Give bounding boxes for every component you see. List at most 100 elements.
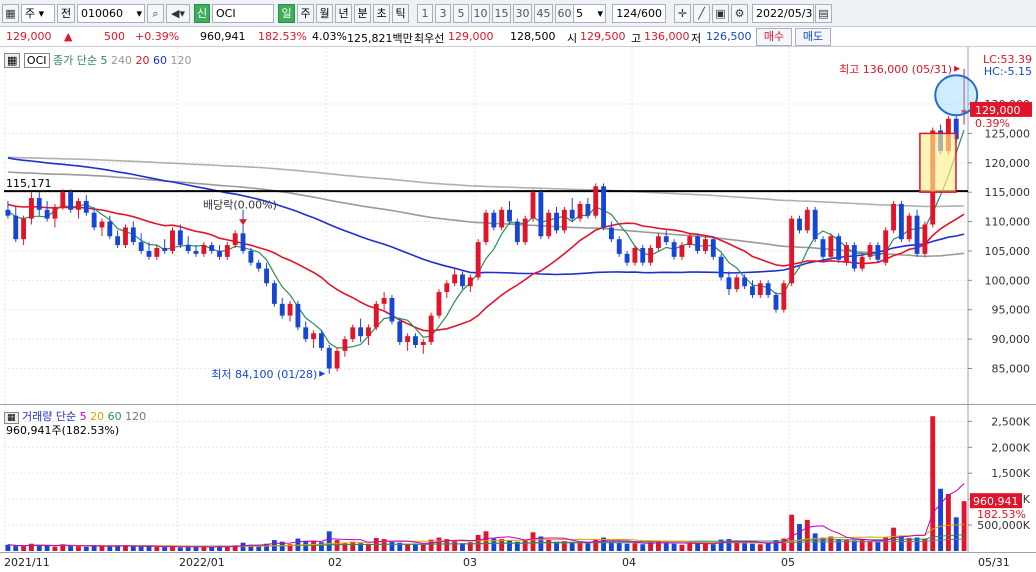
price-chart[interactable]: 130,000125,000120,000115,000110,000105,0… <box>0 47 1036 404</box>
candle-body <box>334 350 340 369</box>
candle-body <box>742 277 748 287</box>
volume-bar <box>695 543 701 551</box>
unit-value: 5 <box>576 7 583 20</box>
volume-bar <box>608 541 614 551</box>
candle-body <box>146 250 152 257</box>
volume-chart[interactable]: 2,500K2,000K1,500K1,000K500,000K960,9411… <box>0 405 1036 553</box>
interval-button[interactable]: 30 <box>513 4 532 23</box>
resistance-label: 115,171 <box>6 177 52 190</box>
candle-body <box>561 209 567 231</box>
period-button[interactable]: 주 <box>297 4 314 23</box>
stock-code-value: 010060 <box>81 7 123 20</box>
sell-button[interactable]: 매도 <box>795 28 831 46</box>
draw-line-icon[interactable]: ╱ <box>693 4 710 23</box>
price-chart-panel[interactable]: 130,000125,000120,000115,000110,000105,0… <box>0 47 1036 404</box>
stock-code-input[interactable]: 010060 ▾ <box>77 4 145 23</box>
price-tick-label: 110,000 <box>985 216 1031 229</box>
quote-bar: 129,000 ▲ 500 +0.39% 960,941 182.53% 4.0… <box>0 27 1036 47</box>
volume-legend-icon[interactable]: ▦ <box>4 412 19 424</box>
volume-bar <box>405 544 411 551</box>
interval-button[interactable]: 5 <box>453 4 469 23</box>
volume-bar <box>358 543 364 551</box>
volume-bar <box>514 541 520 551</box>
highlight-box <box>919 132 957 193</box>
volume-bar <box>115 545 121 551</box>
volume-bar <box>452 541 458 551</box>
candle-body <box>797 218 802 231</box>
date-field[interactable]: 2022/05/31 <box>752 4 814 23</box>
turnover-rate: 4.03% <box>312 30 347 43</box>
calendar-icon[interactable]: ▤ <box>815 4 832 23</box>
price-tick-label: 105,000 <box>985 245 1031 258</box>
volume-bar <box>326 531 332 551</box>
volume-bar <box>789 514 795 551</box>
volume-bar <box>68 546 74 551</box>
count-total: /600 <box>637 7 662 20</box>
volume-bar <box>193 546 199 551</box>
toolbar: ▦ 주 ▾ 전 010060 ▾ ⌕ ◀▾ 신 OCI 5 ▾ 124/600 ✛ … <box>0 0 1036 27</box>
candle-body <box>750 286 755 296</box>
period-button[interactable]: 년 <box>335 4 352 23</box>
settings-icon[interactable]: ⚙ <box>731 4 748 23</box>
count-field[interactable]: 124/600 <box>612 4 666 23</box>
volume-bar <box>397 542 403 551</box>
volume-chart-panel[interactable]: 2,500K2,000K1,500K1,000K500,000K960,9411… <box>0 404 1036 553</box>
candle-body <box>381 297 387 304</box>
candle-body <box>781 283 787 310</box>
volume-bar <box>585 543 591 551</box>
period-button[interactable]: 틱 <box>392 4 409 23</box>
speaker-icon[interactable]: ◀▾ <box>166 4 190 23</box>
volume-bar <box>757 544 763 551</box>
interval-button[interactable]: 60 <box>555 4 574 23</box>
code-type-button[interactable]: 전 <box>57 4 75 23</box>
volume-bar <box>718 539 724 551</box>
candle-body <box>906 215 912 240</box>
interval-button[interactable]: 15 <box>492 4 511 23</box>
interval-button[interactable]: 1 <box>417 4 433 23</box>
stock-name-field[interactable]: OCI <box>212 4 274 23</box>
volume-bar <box>867 541 873 551</box>
grid-menu-icon[interactable]: ▦ <box>2 4 19 23</box>
price-tick-label: 125,000 <box>985 127 1031 140</box>
save-icon[interactable]: ▣ <box>712 4 729 23</box>
volume-bar <box>420 544 426 551</box>
candle-body <box>859 256 865 269</box>
vol-ma60-legend: 60 <box>107 410 122 423</box>
candle-body <box>812 209 818 240</box>
buy-button[interactable]: 매수 <box>756 28 792 46</box>
period-button[interactable]: 일 <box>278 4 295 23</box>
volume-bar <box>679 544 685 551</box>
period-button[interactable]: 분 <box>354 4 371 23</box>
candle-body <box>804 209 810 231</box>
volume-bar <box>836 539 842 551</box>
volume-bar <box>146 546 152 551</box>
candle-body <box>608 227 614 240</box>
candle-body <box>91 212 97 228</box>
unit-select[interactable]: 5 ▾ <box>572 4 606 23</box>
period-type-select[interactable]: 주 ▾ <box>21 4 55 23</box>
interval-button[interactable]: 3 <box>435 4 451 23</box>
legend-settings-icon[interactable]: ▦ <box>4 53 21 68</box>
candle-body <box>671 242 677 257</box>
best-bid: 128,500 <box>510 30 556 43</box>
candle-body <box>52 206 58 219</box>
volume-tick-label: 2,000K <box>991 441 1030 454</box>
volume-bar <box>475 534 481 551</box>
volume-tick-label: 500,000K <box>977 519 1030 532</box>
price-tick-label: 85,000 <box>992 362 1031 375</box>
candle-body <box>405 336 411 343</box>
candle-body <box>953 118 959 140</box>
crosshair-icon[interactable]: ✛ <box>674 4 691 23</box>
period-button[interactable]: 초 <box>373 4 390 23</box>
candle-body <box>765 283 771 296</box>
interval-button[interactable]: 10 <box>471 4 490 23</box>
candle-body <box>577 203 583 219</box>
search-icon[interactable]: ⌕ <box>147 4 164 23</box>
interval-button[interactable]: 45 <box>534 4 553 23</box>
candle-body <box>13 215 19 240</box>
volume-bar <box>577 542 583 551</box>
volume-bar <box>875 542 881 551</box>
period-button[interactable]: 월 <box>316 4 333 23</box>
volume-bar <box>710 544 716 551</box>
high-label: 고 <box>631 32 642 45</box>
